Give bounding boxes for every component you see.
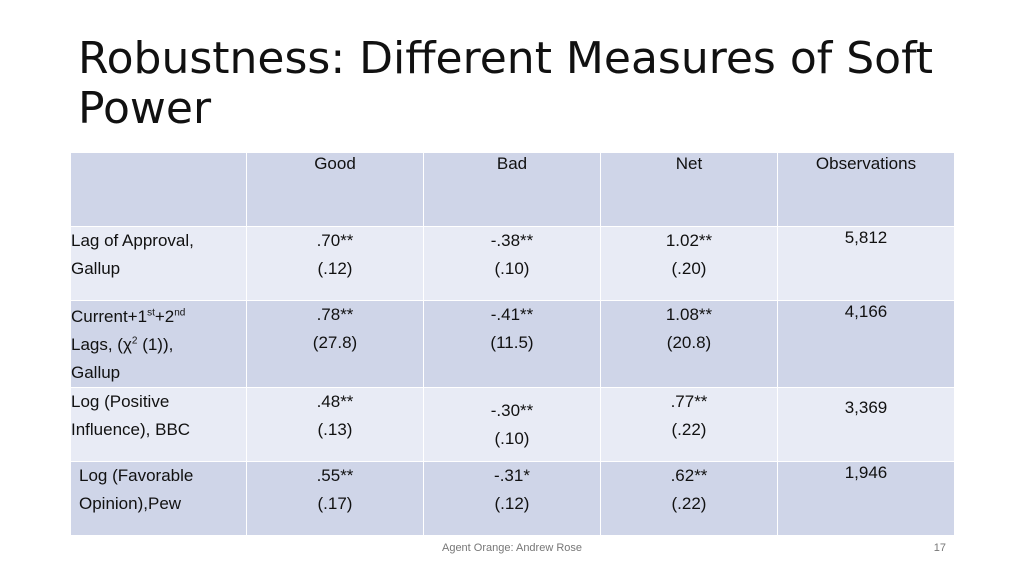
standard-error: (.10) — [494, 259, 530, 278]
label-superscript: st — [147, 307, 155, 319]
label-superscript: nd — [174, 307, 186, 319]
row-label: Log (Positive Influence), BBC — [70, 387, 247, 462]
bad-cell: -.38** (.10) — [423, 226, 601, 301]
coefficient: -.31* — [494, 466, 530, 485]
standard-error: (.22) — [671, 420, 707, 439]
observations-cell: 1,946 — [777, 461, 955, 536]
standard-error: (11.5) — [490, 333, 534, 352]
table-row: Log (Favorable Opinion),Pew .55** (.17) … — [70, 461, 955, 536]
table-row: Lag of Approval, Gallup .70** (.12) -.38… — [70, 226, 955, 301]
net-cell: .62** (.22) — [600, 461, 778, 536]
slide-footer: Agent Orange: Andrew Rose — [441, 542, 583, 554]
row-label: Current+1st+2nd Lags, (χ2 (1)), Gallup — [70, 300, 247, 388]
observations-cell: 3,369 — [777, 387, 955, 462]
results-table: Good Bad Net Observations Lag of Approva… — [70, 152, 955, 536]
net-cell: .77** (.22) — [600, 387, 778, 462]
good-cell: .70** (.12) — [246, 226, 424, 301]
observations-cell: 4,166 — [777, 300, 955, 388]
standard-error: (20.8) — [666, 333, 712, 352]
standard-error: (.13) — [317, 420, 353, 439]
table-header-row: Good Bad Net Observations — [70, 152, 955, 227]
header-good: Good — [246, 152, 424, 227]
standard-error: (27.8) — [312, 333, 358, 352]
coefficient: 1.02** — [665, 231, 713, 250]
standard-error: (.10) — [494, 429, 530, 448]
coefficient: .77** — [670, 392, 708, 411]
coefficient: 1.08** — [665, 305, 713, 324]
label-text: (1)), — [137, 335, 174, 354]
header-net: Net — [600, 152, 778, 227]
header-bad: Bad — [423, 152, 601, 227]
net-cell: 1.02** (.20) — [600, 226, 778, 301]
label-text: Current+1 — [71, 307, 148, 326]
header-empty — [70, 152, 247, 227]
standard-error: (.17) — [317, 494, 353, 513]
coefficient: .48** — [316, 392, 354, 411]
good-cell: .78** (27.8) — [246, 300, 424, 388]
label-text: +2 — [154, 307, 175, 326]
coefficient: .78** — [316, 305, 354, 324]
coefficient: -.41** — [490, 305, 534, 324]
observations-cell: 5,812 — [777, 226, 955, 301]
coefficient: .70** — [316, 231, 354, 250]
slide-title: Robustness: Different Measures of Soft P… — [78, 33, 934, 134]
standard-error: (.12) — [317, 259, 353, 278]
standard-error: (.20) — [671, 259, 707, 278]
coefficient: -.30** — [490, 401, 534, 420]
coefficient: .55** — [316, 466, 354, 485]
row-label: Lag of Approval, Gallup — [70, 226, 247, 301]
standard-error: (.22) — [671, 494, 707, 513]
label-text: Gallup — [71, 363, 121, 382]
coefficient: .62** — [670, 466, 708, 485]
label-superscript: 2 — [131, 335, 138, 347]
row-label: Log (Favorable Opinion),Pew — [70, 461, 247, 536]
bad-cell: -.31* (.12) — [423, 461, 601, 536]
page-number: 17 — [933, 542, 946, 554]
standard-error: (.12) — [494, 494, 530, 513]
bad-cell: -.41** (11.5) — [423, 300, 601, 388]
bad-cell: -.30** (.10) — [423, 387, 601, 462]
net-cell: 1.08** (20.8) — [600, 300, 778, 388]
header-observations: Observations — [777, 152, 955, 227]
table-row: Log (Positive Influence), BBC .48** (.13… — [70, 387, 955, 462]
good-cell: .48** (.13) — [246, 387, 424, 462]
label-text: Lags, (χ — [71, 335, 132, 354]
coefficient: -.38** — [490, 231, 534, 250]
good-cell: .55** (.17) — [246, 461, 424, 536]
table-row: Current+1st+2nd Lags, (χ2 (1)), Gallup .… — [70, 300, 955, 388]
